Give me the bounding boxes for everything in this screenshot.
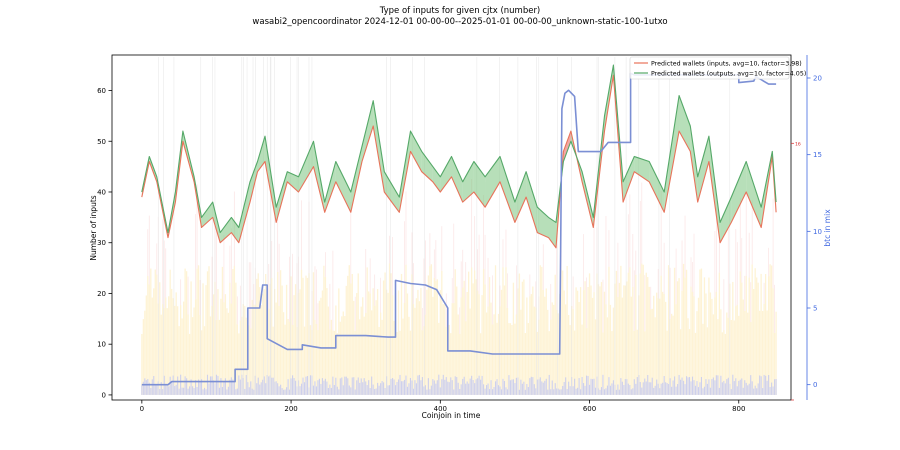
- y-tick-label: 30: [97, 239, 106, 247]
- fill-segment: [708, 136, 721, 243]
- y2-tick-label: 20: [813, 75, 822, 83]
- legend: Predicted wallets (inputs, avg=10, facto…: [629, 56, 806, 80]
- fill-segment: [335, 161, 351, 213]
- y-tick-label: 50: [97, 138, 106, 146]
- x-axis: 0 200 400 600 800: [140, 400, 745, 413]
- series-lines: [141, 64, 777, 386]
- fill-segment: [690, 126, 698, 203]
- fill-segment: [350, 146, 362, 213]
- x-tick-label: 200: [284, 405, 297, 413]
- y-tick-label: 0: [102, 391, 106, 399]
- fill-segment: [563, 131, 571, 162]
- fill-segment: [679, 95, 691, 152]
- fill-segment: [276, 171, 288, 223]
- fill-segment: [257, 136, 265, 172]
- y-tick-label: 60: [97, 87, 106, 95]
- legend-entry-inputs: Predicted wallets (inputs, avg=10, facto…: [651, 61, 802, 68]
- fill-segment: [287, 171, 299, 192]
- line-outputs: [141, 64, 777, 234]
- fill-segment: [238, 181, 251, 243]
- fill-segment: [451, 156, 463, 203]
- plot-frame: [111, 54, 792, 401]
- fill-segment: [731, 161, 747, 223]
- y2-axis: 0 5 10 15 20 16: [791, 55, 822, 401]
- fill-segment: [201, 202, 213, 228]
- x-tick-label: 600: [583, 405, 596, 413]
- difference-fill: [141, 65, 777, 248]
- line-inputs: [141, 74, 777, 249]
- x-axis-label: Coinjoin in time: [422, 411, 481, 420]
- fill-segment: [697, 136, 709, 203]
- y2-tick-label: 0: [813, 381, 817, 389]
- y-tick-label: 40: [97, 188, 106, 196]
- background-bars: [141, 57, 777, 395]
- fill-segment: [384, 171, 400, 213]
- y-axis: 0 10 20 30 40 50 60: [97, 87, 112, 399]
- legend-entry-outputs: Predicted wallets (outputs, avg=10, fact…: [651, 71, 806, 78]
- fill-segment: [634, 156, 650, 182]
- chart-subtitle: wasabi2_opencoordinator 2024-12-01 00-00…: [252, 17, 667, 27]
- fill-segment: [264, 136, 277, 223]
- fill-segment: [582, 171, 594, 228]
- fill-segment: [473, 161, 486, 208]
- y-axis-label: Number of inputs: [89, 195, 98, 260]
- fill-segment: [212, 202, 221, 243]
- y2-tick-label: 10: [813, 228, 822, 236]
- fill-segment: [298, 141, 314, 192]
- fill-segment: [649, 161, 665, 213]
- fill-segment: [514, 171, 527, 223]
- legend-box: [629, 56, 790, 80]
- fill-segment: [623, 156, 635, 203]
- fill-segment: [548, 217, 556, 248]
- fill-segment: [500, 156, 515, 223]
- fill-segment: [746, 161, 762, 228]
- fill-segment: [440, 156, 452, 192]
- fill-segment: [373, 100, 385, 192]
- x-tick-label: 0: [140, 405, 144, 413]
- x-tick-label: 800: [732, 405, 745, 413]
- fill-segment: [421, 151, 433, 182]
- fill-segment: [399, 131, 411, 213]
- y2-tick-label: 5: [813, 305, 817, 313]
- fill-segment: [432, 166, 441, 192]
- y-tick-label: 20: [97, 290, 106, 298]
- y2-tick-label: 15: [813, 151, 822, 159]
- fill-segment: [220, 217, 232, 243]
- red-tick-label: 16: [795, 141, 801, 147]
- fill-segment: [485, 156, 500, 208]
- y-tick-label: 10: [97, 341, 106, 349]
- fill-segment: [410, 131, 422, 172]
- fill-segment: [462, 161, 474, 203]
- y2-axis-label: btc in mix: [823, 209, 832, 247]
- fill-segment: [361, 100, 374, 162]
- fill-segment: [664, 95, 680, 213]
- fill-segment: [720, 197, 732, 243]
- fill-segment: [231, 217, 239, 243]
- fill-segment: [250, 161, 258, 203]
- chart-title: Type of inputs for given cjtx (number): [379, 6, 541, 16]
- line-btc-in-mix: [141, 72, 777, 386]
- x-tick-label: 400: [434, 405, 447, 413]
- fill-segment: [324, 161, 336, 213]
- fill-segment: [526, 171, 538, 233]
